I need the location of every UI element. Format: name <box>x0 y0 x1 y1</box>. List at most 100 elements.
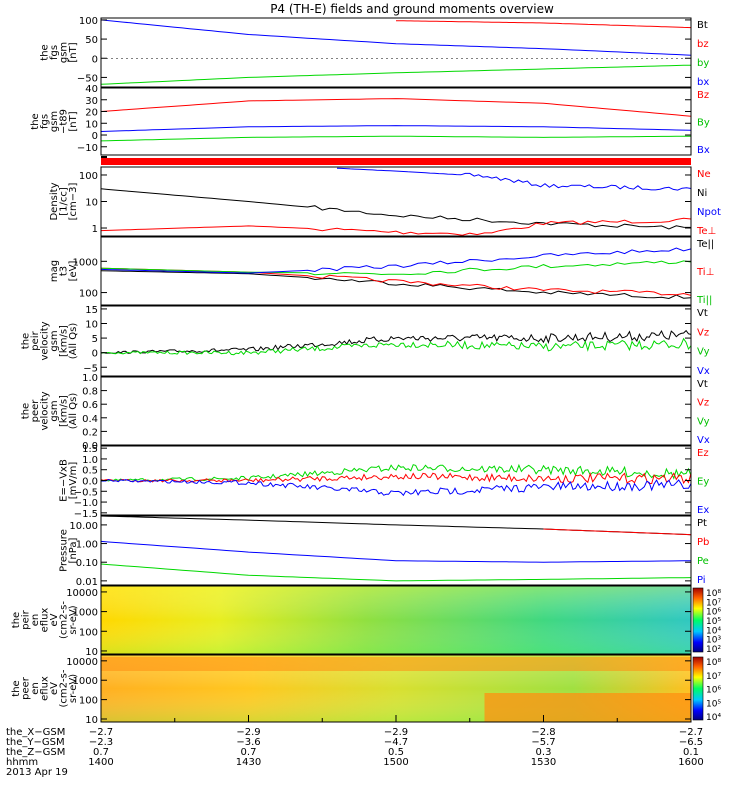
ylabel-line: sr-eV) <box>68 605 79 634</box>
ylabel-line: gsm <box>59 42 70 63</box>
ylabel-peer_vel: thepeervelocitygsm[km/s](All Qs) <box>21 391 80 430</box>
panel-frame <box>100 515 692 586</box>
panel-frame <box>100 305 692 377</box>
ylabel-line: velocity <box>40 391 51 430</box>
legend-Te: Te|| <box>696 239 714 250</box>
ytick-label: 1.00 <box>76 540 98 551</box>
ylabel-line: the <box>30 113 41 129</box>
legend-Te: Te⊥ <box>696 226 716 237</box>
xaxis-row-label: the_Y−GSM <box>6 737 65 748</box>
series-Ni-line <box>100 188 692 230</box>
legend-Npot: Npot <box>697 207 721 218</box>
ylabel-line: E=−VxB <box>59 459 70 502</box>
ytick-label: 100 <box>79 171 98 182</box>
ylabel-peir_vel: thepeirvelocitygsm[km/s](All Qs) <box>21 321 80 360</box>
ytick-label: 0.6 <box>82 400 98 411</box>
ytick-label: 0.2 <box>82 427 98 438</box>
ylabel-line: [nPa] <box>68 537 79 563</box>
ytick-label: −5 <box>83 363 98 374</box>
series-Ex-line <box>100 479 692 497</box>
legend-Ez: Ez <box>697 448 709 459</box>
panel-peer_spec: 10⁸ 10⁷ 10⁶ 10⁵ 10⁴ 10000 1000 100 10 thepeerenef… <box>11 654 721 726</box>
panel-frame <box>100 17 692 88</box>
ytick-label: 1 <box>92 224 98 235</box>
legend-Vz: Vz <box>697 327 709 338</box>
panel-pressure: 10.00 1.00 0.10 0.01 Pressure[nPa] Pt Pb Pe Pi <box>59 515 709 588</box>
xaxis-value: −2.9 <box>236 727 260 738</box>
xaxis-value: −2.9 <box>384 727 408 738</box>
ylabel-fgs: thefgsgsm[nT] <box>40 42 80 63</box>
series-Bx-line <box>100 125 692 132</box>
spectrogram-top-band <box>101 657 691 671</box>
xaxis-date: 2013 Apr 19 <box>6 767 68 778</box>
series-Vt-line <box>100 329 692 354</box>
ylabel-line: t3 <box>59 266 70 276</box>
ytick-label: −0.5 <box>74 487 98 498</box>
ylabel-line: [km/s] <box>59 325 70 357</box>
ytick-label: 100 <box>79 696 98 707</box>
xaxis-value: 1500 <box>383 757 408 768</box>
panel-density: 100 10 1 Density[1/cc][cm−3] Ne Ni Npot Te⊥ <box>49 166 721 237</box>
series-Npot-line <box>336 167 692 191</box>
ylabel-line: the <box>21 333 32 349</box>
ytick-label: 10000 <box>66 588 98 599</box>
panel-frame <box>100 236 692 306</box>
ytick-label: 0.5 <box>82 466 98 477</box>
panel-fgs: 100 50 0 −50 thefgsgsm[nT] Bt bz by bx <box>40 16 710 88</box>
ylabel-line: peer <box>30 399 41 423</box>
ylabel-line: eV <box>49 682 60 695</box>
legend-Vz: Vz <box>697 398 709 409</box>
ytick-label: 10 <box>85 715 98 726</box>
xaxis-value: −2.7 <box>89 727 113 738</box>
series-blue-line <box>100 247 692 274</box>
ylabel-line: mag <box>49 260 60 282</box>
figure-title: P4 (TH-E) fields and ground moments over… <box>270 2 554 16</box>
legend-Vt: Vt <box>697 308 708 319</box>
colorbar-tick-label: 10⁸ <box>706 589 721 599</box>
ytick-label: 1.0 <box>82 455 98 466</box>
ylabel-line: [nT] <box>68 42 79 62</box>
xaxis-value: 1530 <box>531 757 556 768</box>
ylabel-line: sr-eV) <box>68 674 79 703</box>
ytick-label: 0.0 <box>82 441 98 452</box>
legend-Ni: Ni <box>697 188 707 199</box>
panel-peer_vel: 1.00.80.60.40.20.0thepeervelocitygsm[km/… <box>21 373 710 452</box>
ytick-label: 0.8 <box>82 387 98 398</box>
ylabel-line: [mV/m] <box>68 462 79 500</box>
ytick-label: 0.0 <box>82 477 98 488</box>
legend-By: By <box>697 118 710 129</box>
ytick-label: 0 <box>92 349 98 360</box>
colorbar-tick-label: 10⁸ <box>706 658 721 668</box>
series-Ey-line <box>100 463 692 482</box>
legend-Vy: Vy <box>697 416 710 427</box>
ylabel-line: [km/s] <box>59 395 70 427</box>
ytick-label: 20 <box>85 108 98 119</box>
ytick-label: 0.10 <box>76 558 98 569</box>
ylabel-line: fgs <box>49 45 60 60</box>
series-Pi-line <box>100 540 692 563</box>
ytick-label: −50 <box>77 73 98 84</box>
legend-bx: bx <box>697 77 709 88</box>
ytick-label: 100 <box>79 627 98 638</box>
xaxis-row-label: the_Z−GSM <box>6 747 65 758</box>
ylabel-line: [1/cc] <box>59 187 70 216</box>
legend-Pb: Pb <box>697 537 709 548</box>
ylabel-line: the <box>40 44 51 60</box>
colorbar-gradient <box>692 587 704 653</box>
xaxis-value: 1600 <box>678 757 703 768</box>
ylabel-pressure: Pressure[nPa] <box>59 529 80 572</box>
ytick-label: 10 <box>85 119 98 130</box>
series-Pb-line <box>543 528 692 536</box>
xaxis-value: 0.7 <box>93 747 109 758</box>
ylabel-peer_spec: thepeerenefluxeV(cm2-s-sr-eV) <box>11 669 79 707</box>
ytick-label: 100 <box>79 16 98 27</box>
colorbar-tick-label: 10⁴ <box>706 626 721 636</box>
ytick-label: 10 <box>85 320 98 331</box>
ylabel-line: (All Qs) <box>68 393 79 430</box>
ylabel-line: peir <box>30 330 41 350</box>
ytick-label: 0 <box>92 54 98 65</box>
